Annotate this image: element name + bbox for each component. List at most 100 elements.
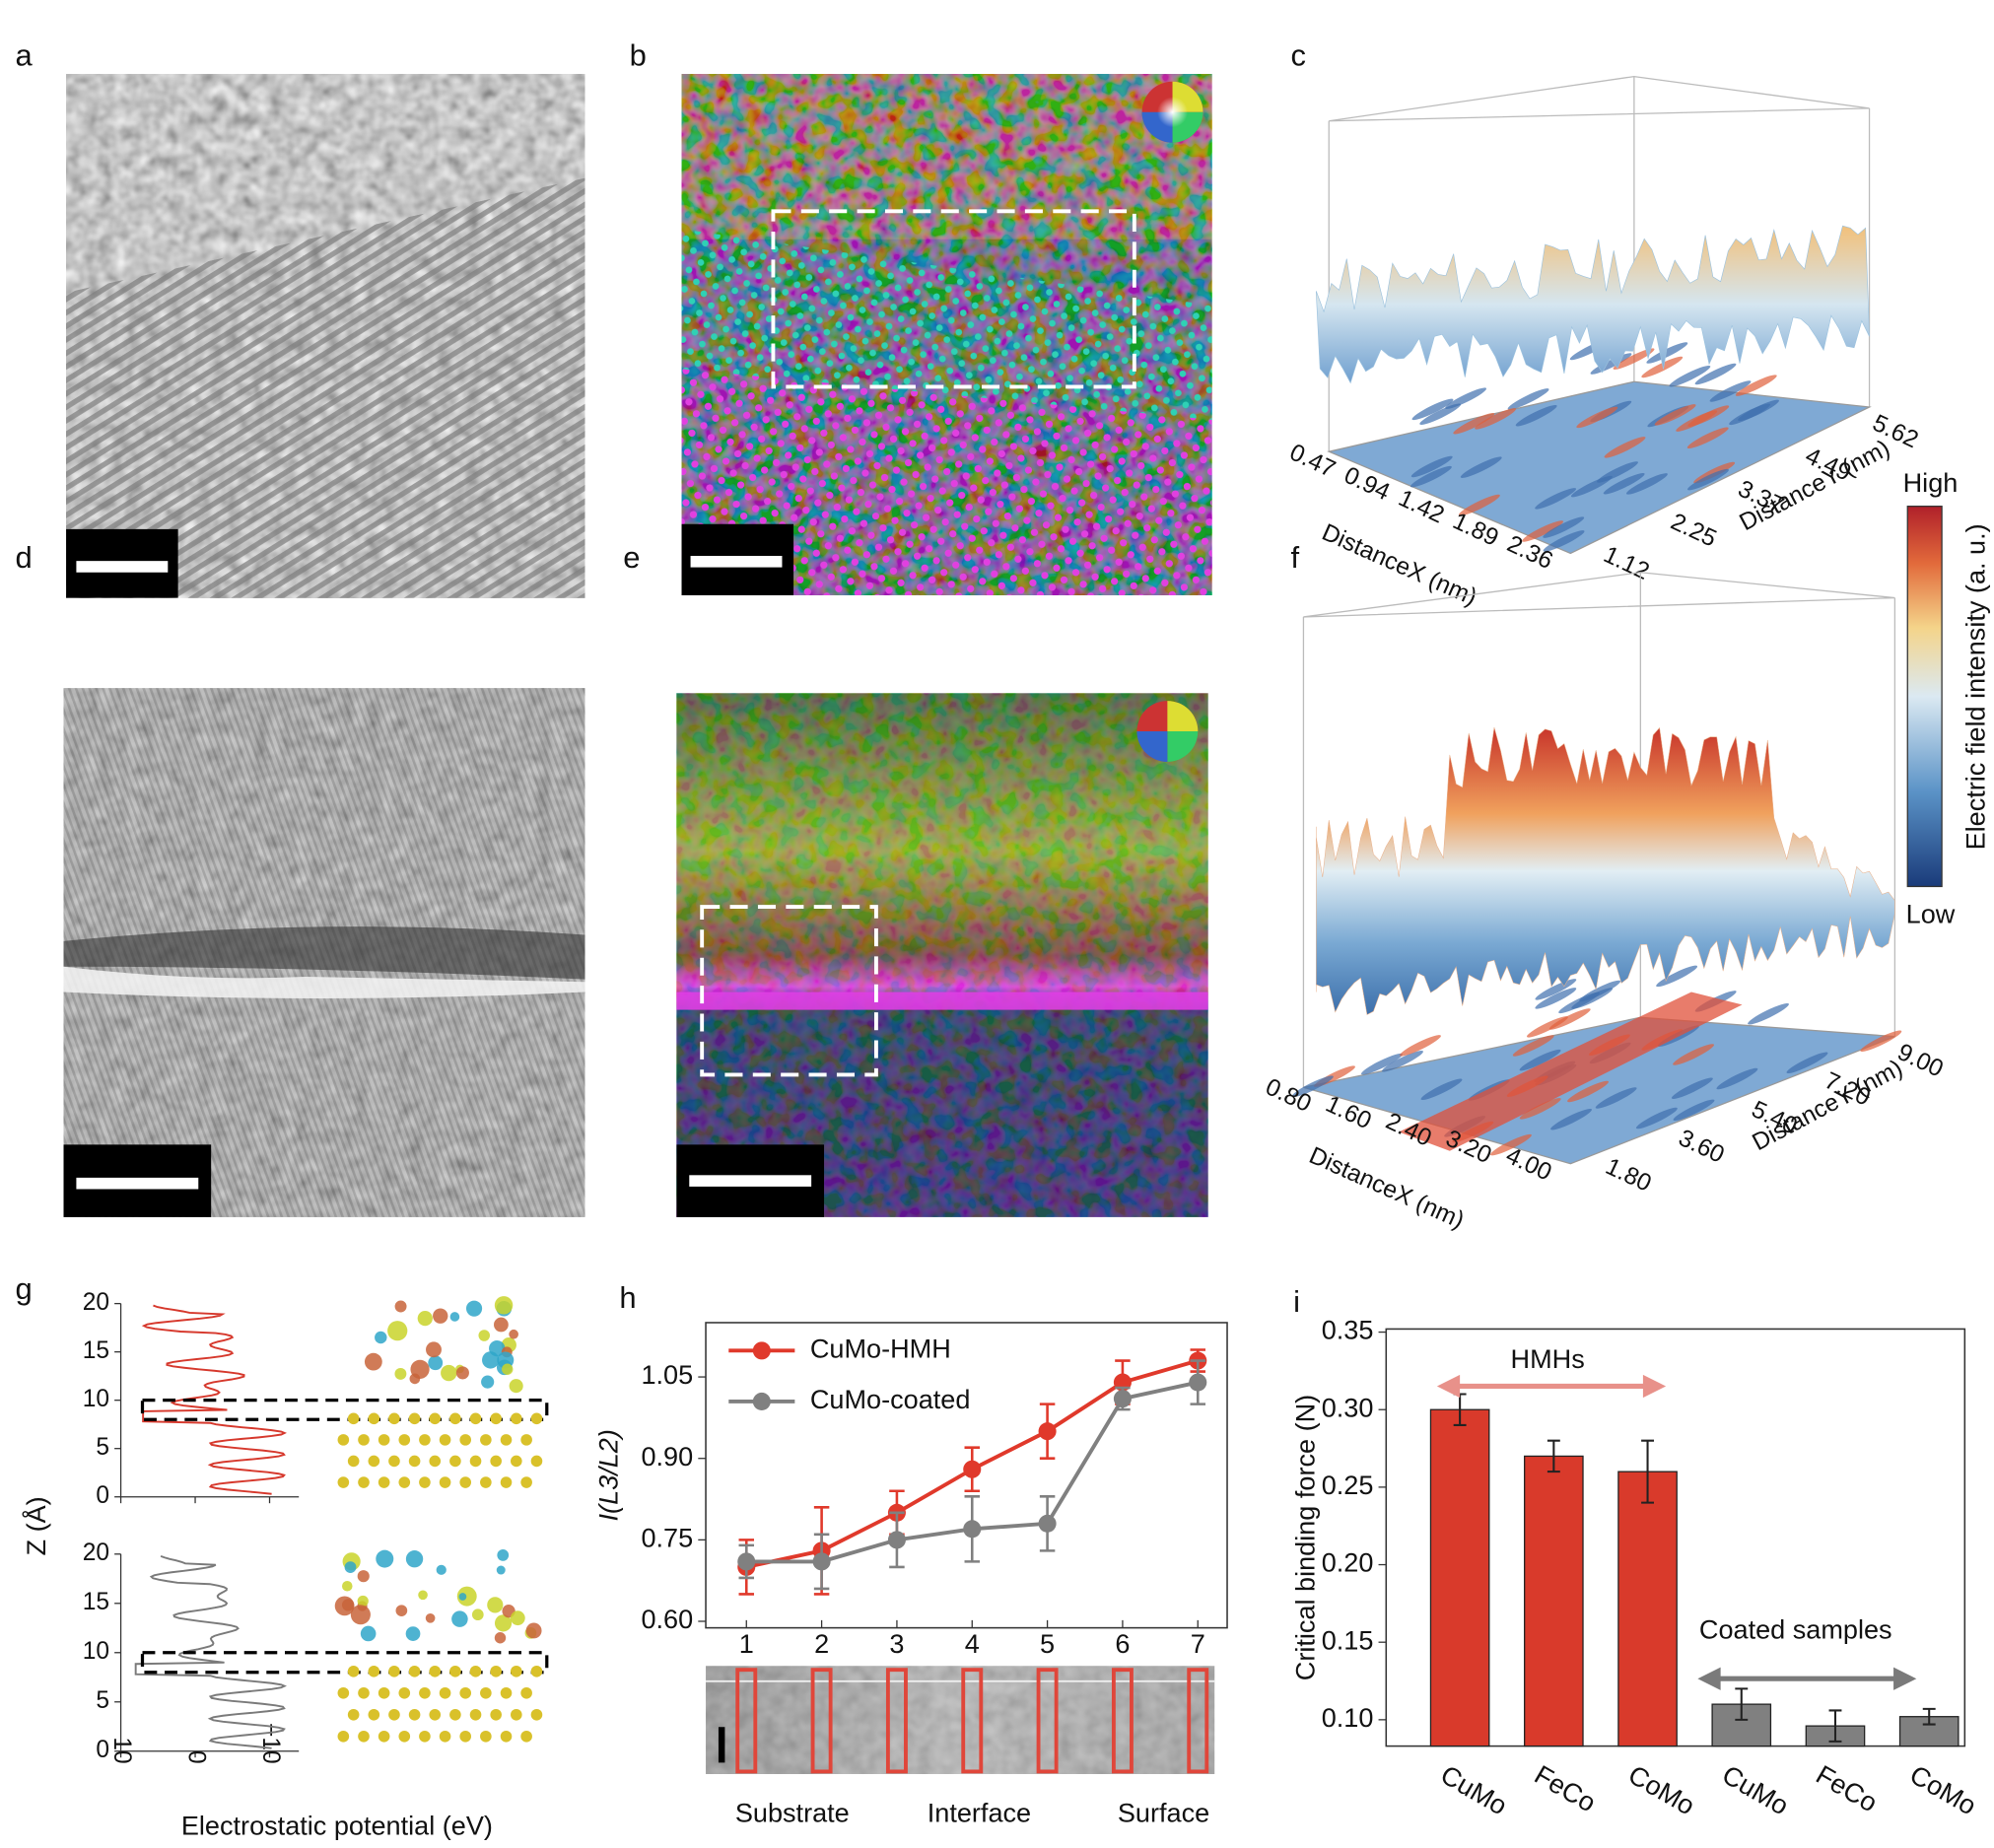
plot-frame — [705, 1322, 1228, 1629]
atom — [459, 1686, 472, 1699]
atom — [378, 1434, 390, 1446]
atom — [500, 1686, 513, 1699]
atom — [358, 1434, 370, 1446]
atom — [358, 1730, 370, 1743]
y-tick-label: 2.25 — [1667, 509, 1721, 553]
atom — [459, 1730, 472, 1743]
panel-label: i — [1293, 1284, 1300, 1319]
potential-curve — [141, 1304, 288, 1495]
floor-feature — [1669, 365, 1711, 387]
floor-feature — [1579, 980, 1621, 1002]
floor-feature — [1411, 398, 1454, 421]
atom — [439, 1434, 451, 1446]
atom — [490, 1412, 502, 1425]
interface-box — [140, 1651, 549, 1675]
panel-label: d — [15, 540, 32, 575]
atom — [480, 1476, 492, 1488]
cluster — [509, 1329, 518, 1339]
cluster — [341, 1580, 353, 1592]
y-tick-label: 0.15 — [1322, 1624, 1374, 1655]
data-point — [1113, 1390, 1132, 1408]
atom — [368, 1455, 380, 1468]
atom — [429, 1708, 442, 1721]
floor-feature — [1535, 488, 1577, 510]
scale-bar — [689, 1175, 812, 1187]
cluster — [364, 1352, 382, 1371]
data-point — [737, 1552, 756, 1571]
colorbar-gradient — [1906, 506, 1943, 888]
arrow-head — [1436, 1374, 1461, 1399]
cluster — [525, 1622, 542, 1639]
atom — [439, 1686, 451, 1699]
y-tick-label: 15 — [83, 1337, 109, 1364]
atom — [511, 1708, 522, 1721]
floor-feature — [1567, 1080, 1609, 1103]
eels-window — [961, 1668, 984, 1774]
floor-feature — [1595, 1087, 1637, 1109]
y-tick-label: 5 — [96, 1434, 109, 1461]
y-axis-label: Critical binding force (N) — [1289, 1395, 1320, 1680]
cluster — [394, 1367, 407, 1380]
atom — [398, 1476, 411, 1488]
x-tick-label: 2 — [814, 1628, 829, 1659]
axis-box — [1303, 572, 1895, 618]
atom — [500, 1476, 513, 1488]
atom — [469, 1665, 482, 1677]
floor-feature — [1786, 1052, 1828, 1074]
bar — [1429, 1408, 1490, 1747]
floor-feature — [1515, 404, 1557, 427]
y-tick-label: 15 — [83, 1589, 109, 1615]
cluster — [471, 1608, 484, 1621]
y-tick-label: 0.25 — [1322, 1470, 1374, 1500]
surface-plot: 0.470.941.421.892.36 1.122.253.374.495.62… — [1285, 75, 1922, 611]
atom — [439, 1476, 451, 1488]
x-tick-label: −10 — [257, 1723, 284, 1764]
data-point — [963, 1520, 982, 1539]
floor-feature — [1694, 363, 1737, 385]
floor-feature — [1527, 1016, 1568, 1038]
floor-feature — [1519, 1049, 1561, 1071]
atom — [490, 1455, 502, 1468]
panel-label: e — [623, 540, 640, 575]
floor-feature — [1673, 1099, 1715, 1122]
y-tick-label: 1.05 — [641, 1359, 693, 1390]
atom — [398, 1686, 411, 1699]
atom — [408, 1412, 421, 1425]
color-wheel — [1136, 731, 1168, 763]
arrow-head — [1697, 1667, 1721, 1690]
y-axis-label: I(L3/L2) — [592, 1429, 623, 1521]
data-point — [1038, 1422, 1057, 1441]
cluster — [482, 1351, 500, 1369]
y-tick-label: 0 — [96, 1482, 109, 1509]
eels-window — [735, 1668, 758, 1774]
x-tick-label: 1 — [739, 1628, 754, 1659]
atom — [449, 1708, 461, 1721]
floor-feature — [1522, 520, 1564, 542]
eels-window — [1036, 1668, 1059, 1774]
cluster — [426, 1341, 442, 1358]
cluster — [497, 1549, 510, 1561]
x-tick-label: 3 — [889, 1628, 904, 1659]
potential-plot: 0 5 10 15 20 — [83, 1289, 549, 1509]
atom — [408, 1455, 421, 1468]
cluster — [394, 1300, 407, 1313]
floor-feature — [1507, 388, 1549, 410]
y-tick-label: 0 — [96, 1737, 109, 1763]
atom — [419, 1686, 431, 1699]
atom — [408, 1708, 421, 1721]
atom — [520, 1686, 532, 1699]
color-wheel — [1167, 701, 1199, 732]
floor-feature — [1550, 1108, 1592, 1130]
cluster — [494, 1614, 513, 1632]
y-tick-label: 0.10 — [1322, 1702, 1374, 1733]
floor-feature — [1420, 1078, 1463, 1101]
surface-plot: 0.80 1.60 2.40 3.20 4.00 1.803.605.407.209.00… — [1262, 572, 1947, 1234]
atom — [530, 1455, 543, 1468]
micrograph-a — [66, 74, 585, 598]
bar — [1617, 1471, 1678, 1747]
atom — [347, 1708, 360, 1721]
eels-window — [1187, 1668, 1209, 1774]
floor-feature — [1489, 1133, 1532, 1156]
atom — [378, 1686, 390, 1699]
